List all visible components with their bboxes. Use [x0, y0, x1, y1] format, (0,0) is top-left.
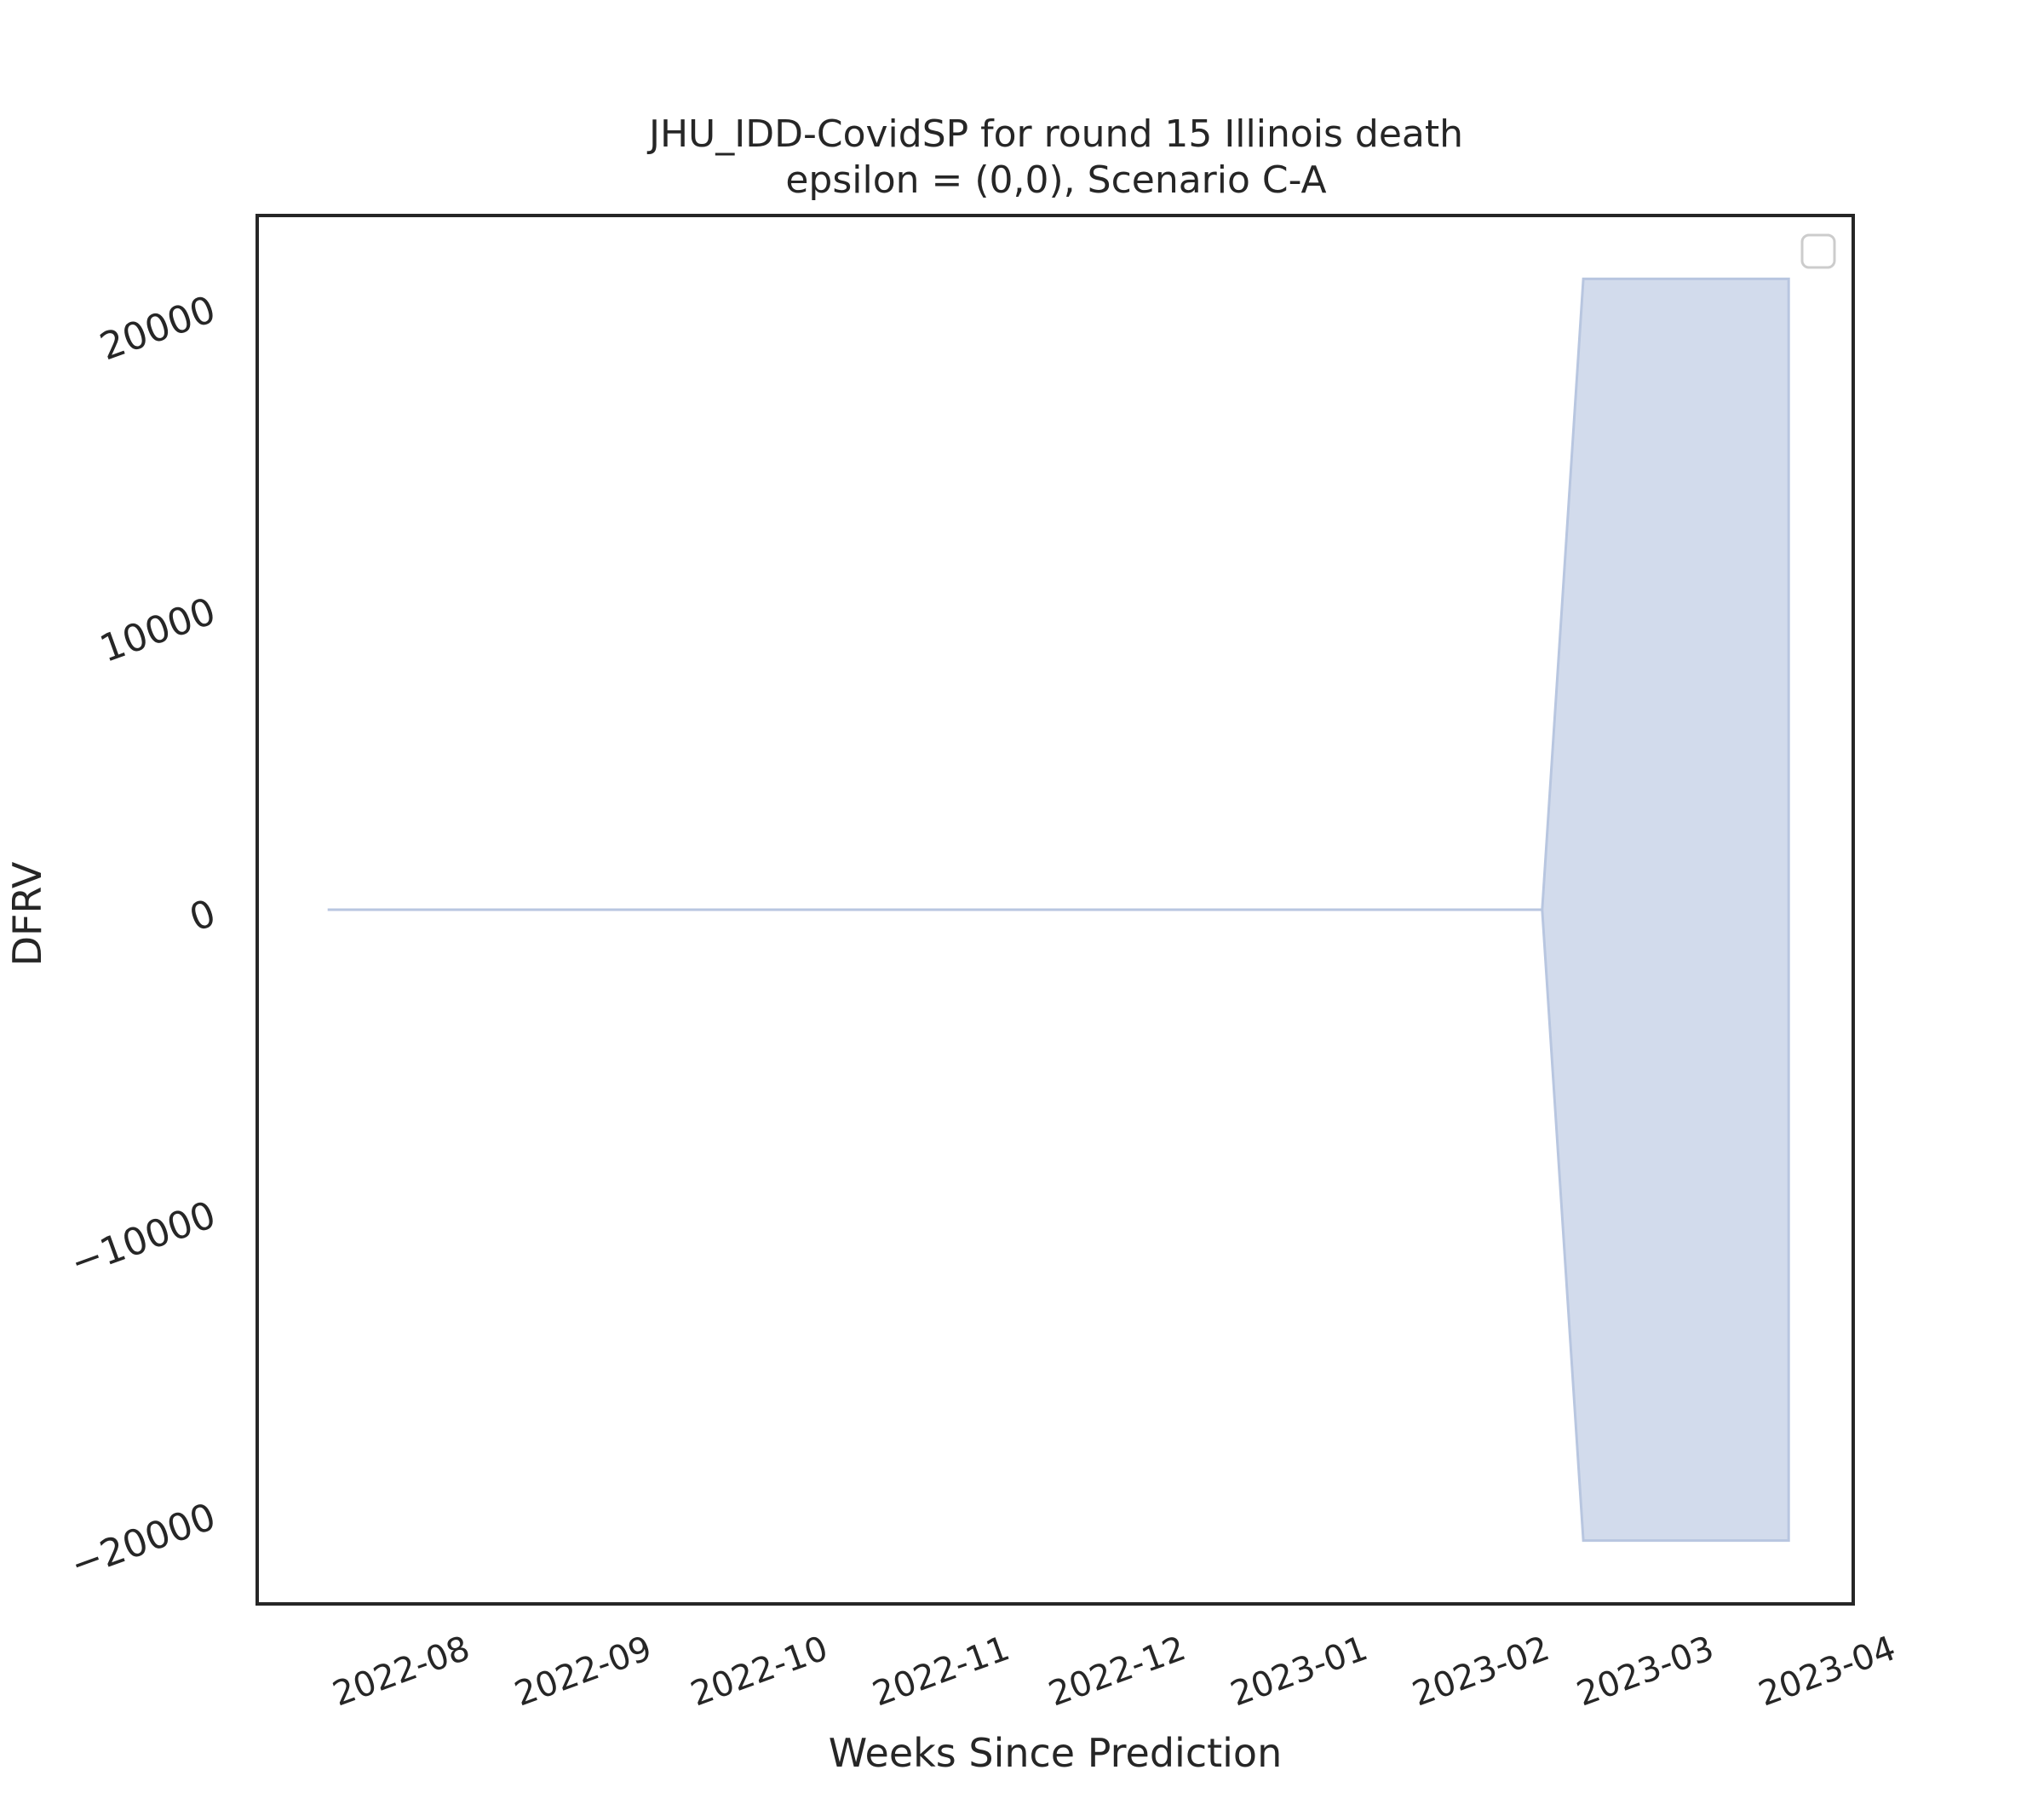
y-tick-label: −10000 [65, 1193, 221, 1285]
x-tick-label: 2022-11 [868, 1629, 1015, 1714]
x-axis-ticks: 2022-08 2022-09 2022-10 2022-11 2022-12 2023-… [328, 1629, 1901, 1714]
y-tick-label: 0 [184, 891, 221, 940]
x-axis-label: Weeks Since Prediction [829, 1730, 1282, 1776]
x-tick-label: 2023-03 [1572, 1629, 1720, 1714]
y-tick-label: 10000 [95, 589, 221, 671]
y-tick-label: −20000 [65, 1495, 221, 1587]
x-tick-label: 2022-09 [509, 1629, 657, 1714]
chart-title: JHU_IDD-CovidSP for round 15 Illinois de… [646, 112, 1463, 156]
x-tick-label: 2022-12 [1043, 1629, 1191, 1714]
x-tick-label: 2023-02 [1408, 1629, 1555, 1714]
x-tick-label: 2023-04 [1754, 1629, 1901, 1714]
x-tick-label: 2022-10 [686, 1629, 833, 1714]
plot-area [327, 277, 1790, 1543]
x-tick-label: 2022-08 [328, 1629, 475, 1714]
y-axis-ticks: 20000 10000 0 −10000 −20000 [65, 288, 221, 1588]
uncertainty-band-0 [327, 277, 1790, 1543]
axes-frame [256, 214, 1855, 1606]
chart-subtitle: epsilon = (0,0), Scenario C-A [785, 158, 1326, 202]
y-axis-label: DFRV [4, 861, 50, 966]
y-tick-label: 20000 [95, 288, 221, 370]
legend-box [1800, 233, 1836, 269]
x-tick-label: 2023-01 [1226, 1629, 1373, 1714]
